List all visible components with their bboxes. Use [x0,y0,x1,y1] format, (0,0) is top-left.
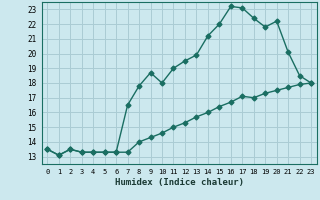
X-axis label: Humidex (Indice chaleur): Humidex (Indice chaleur) [115,178,244,187]
